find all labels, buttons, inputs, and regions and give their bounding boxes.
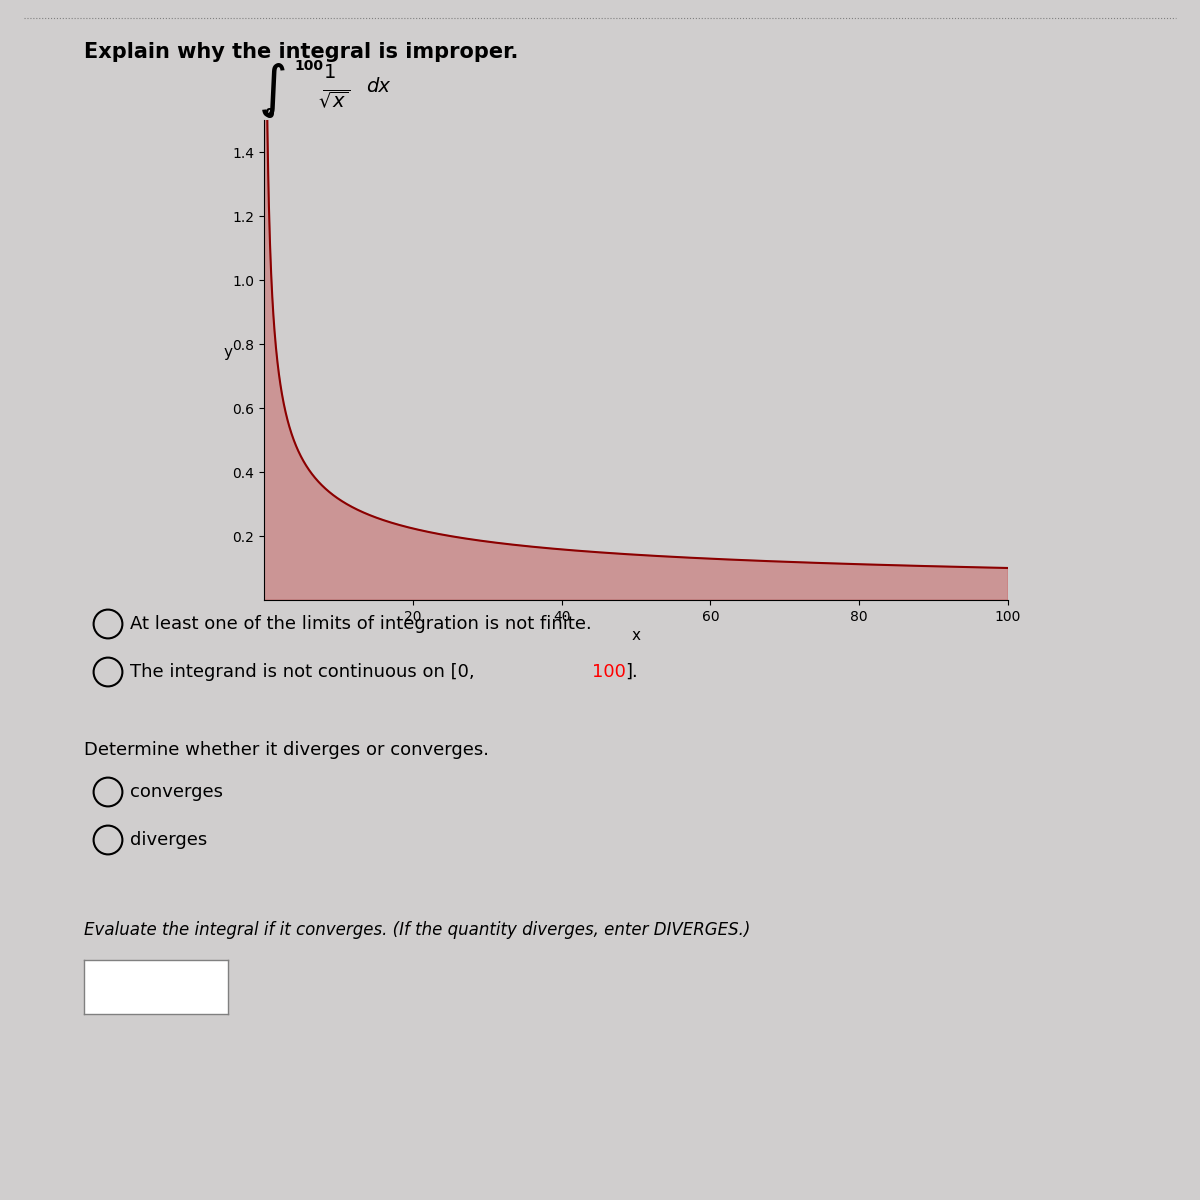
Text: 100: 100	[294, 59, 323, 73]
Text: The integrand is not continuous on [0,: The integrand is not continuous on [0,	[130, 662, 480, 680]
Text: $\sqrt{x}$: $\sqrt{x}$	[318, 90, 349, 112]
Text: At least one of the limits of integration is not finite.: At least one of the limits of integratio…	[130, 614, 592, 634]
Text: Explain why the integral is improper.: Explain why the integral is improper.	[84, 42, 518, 62]
X-axis label: x: x	[631, 628, 641, 643]
Text: Evaluate the integral if it converges. (If the quantity diverges, enter DIVERGES: Evaluate the integral if it converges. (…	[84, 922, 750, 938]
Text: diverges: diverges	[130, 830, 206, 850]
Text: 100: 100	[592, 662, 625, 680]
Text: 0: 0	[264, 107, 274, 121]
Y-axis label: y: y	[223, 346, 233, 360]
Text: 1: 1	[324, 62, 336, 82]
Text: $\overline{\;\;\;\;\;}$: $\overline{\;\;\;\;\;}$	[322, 77, 350, 96]
Text: ].: ].	[625, 662, 638, 680]
Text: converges: converges	[130, 782, 223, 802]
Text: $\int$: $\int$	[258, 61, 286, 119]
Text: Determine whether it diverges or converges.: Determine whether it diverges or converg…	[84, 740, 490, 758]
Text: dx: dx	[366, 77, 390, 96]
